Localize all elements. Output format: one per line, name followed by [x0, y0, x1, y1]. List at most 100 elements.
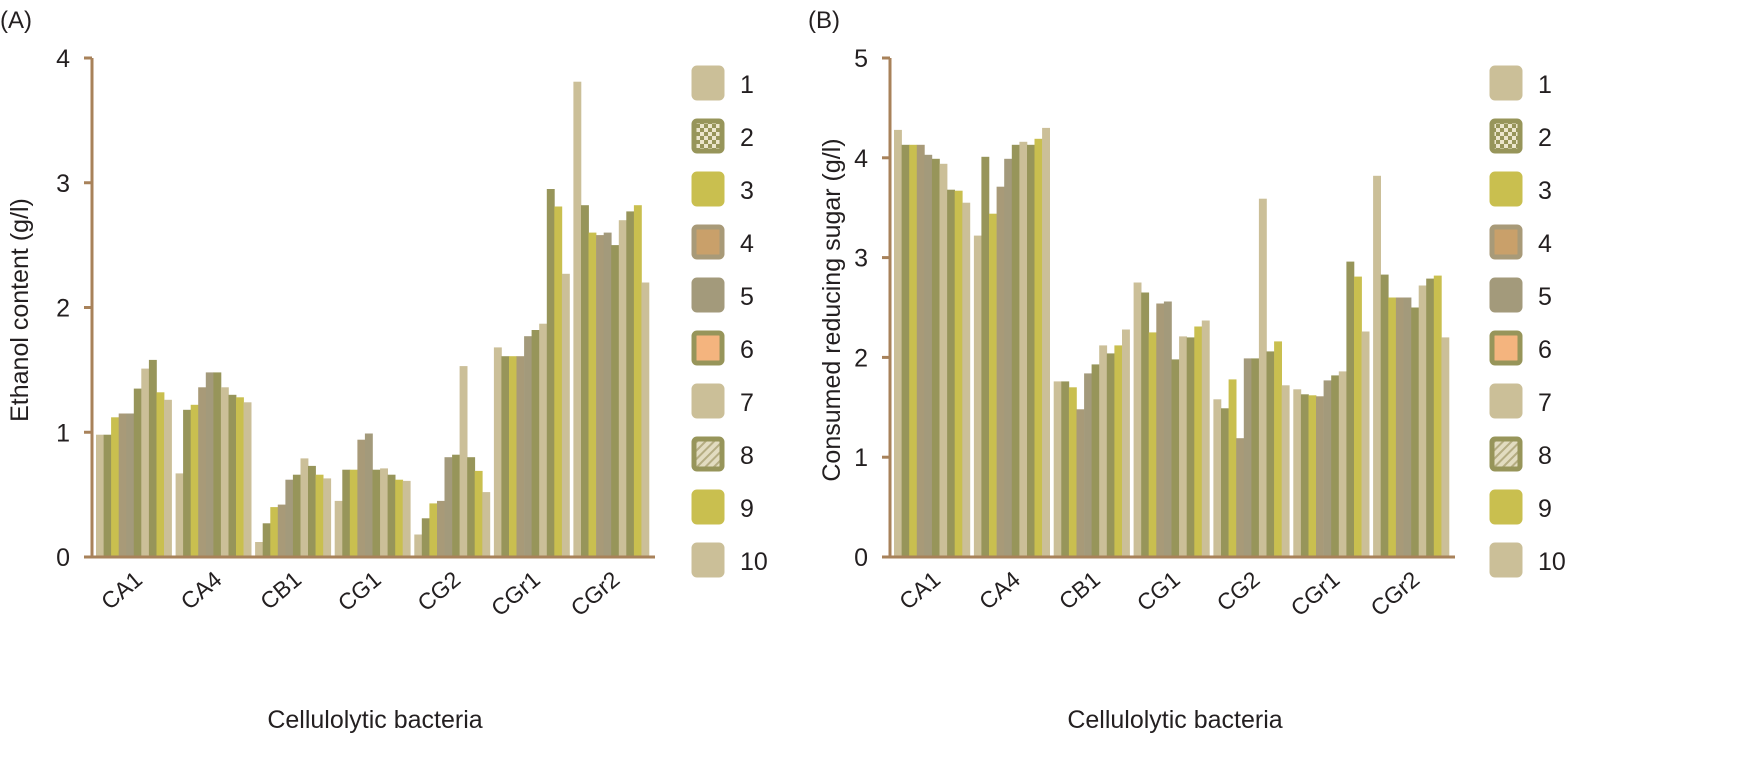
bar-series-8-CG1: [1186, 337, 1195, 557]
bar-series-8-CB1: [1106, 353, 1115, 557]
legend-swatch-3: [1489, 171, 1523, 207]
legend-label: 10: [1538, 548, 1566, 576]
bar-series-2-CA4: [183, 409, 191, 557]
bar-series-4-CGr1: [516, 356, 525, 557]
bar-series-1-CG2: [1213, 399, 1222, 557]
bar-series-4-CA1: [118, 413, 127, 557]
bar-series-1-CB1: [255, 542, 263, 557]
x-tick-label: CGr1: [1286, 566, 1345, 621]
bar-series-5-CGr2: [603, 232, 612, 557]
legend-label: 7: [1538, 389, 1552, 417]
bar-series-9-CA4: [236, 397, 244, 557]
y-tick-label: 4: [854, 145, 868, 173]
legend-label: 1: [740, 71, 754, 99]
legend-swatch-5: [691, 277, 725, 313]
bar-series-4-CA4: [198, 387, 207, 557]
x-axis-title: Cellulolytic bacteria: [1067, 706, 1282, 734]
bar-series-10-CA4: [1042, 127, 1050, 558]
bar-series-3-CA1: [909, 144, 918, 558]
bar-series-7-CG2: [459, 366, 468, 557]
legend-swatch-3: [691, 171, 725, 207]
y-tick-label: 0: [56, 544, 70, 572]
legend-label: 6: [1538, 336, 1552, 364]
y-tick-label: 3: [854, 245, 868, 273]
bar-series-1-CB1: [1053, 381, 1062, 557]
legend-swatch-6: [691, 330, 725, 366]
bar-series-2-CG2: [1221, 408, 1229, 557]
bar-series-6-CGr2: [611, 245, 620, 557]
bar-series-5-CG2: [1243, 358, 1252, 557]
legend-label: 8: [740, 442, 754, 470]
x-tick-label: CA4: [176, 566, 227, 615]
y-tick-label: 1: [854, 444, 868, 472]
bar-series-7-CG1: [380, 468, 388, 557]
bar-series-4-CG2: [1236, 438, 1245, 557]
bar-series-9-CB1: [315, 474, 324, 557]
bar-series-3-CA4: [989, 213, 997, 557]
x-tick-label: CGr2: [1365, 566, 1424, 621]
y-tick-label: 2: [56, 295, 70, 323]
bar-series-1-CGr2: [573, 81, 582, 557]
bar-series-1-CA1: [894, 129, 902, 557]
bar-series-8-CGr1: [1346, 261, 1355, 557]
y-tick-label: 3: [56, 170, 70, 198]
legend-label: 9: [740, 495, 754, 523]
legend-swatch-5: [1489, 277, 1523, 313]
bar-series-2-CGr2: [1380, 274, 1389, 557]
legend-swatch-4: [691, 224, 725, 260]
bar-series-4-CGr2: [1395, 297, 1404, 557]
bar-series-2-CGr1: [1300, 394, 1309, 557]
bar-series-10-CB1: [323, 478, 332, 557]
x-tick-label: CGr1: [486, 566, 545, 621]
legend-label: 4: [1538, 230, 1552, 258]
bar-series-10-CG2: [482, 492, 491, 557]
bar-series-10-CA1: [962, 202, 971, 557]
bar-series-10-CG1: [402, 480, 411, 557]
bar-series-2-CB1: [1061, 381, 1070, 557]
panel-label: (A): [0, 7, 32, 34]
bar-series-5-CB1: [285, 479, 294, 557]
bar-series-9-CG2: [474, 470, 483, 557]
bar-series-9-CG1: [1194, 326, 1203, 557]
bar-series-4-CG2: [437, 500, 445, 557]
bar-series-10-CGr1: [1361, 331, 1370, 557]
bar-series-2-CG2: [421, 518, 430, 557]
bar-series-3-CB1: [270, 507, 279, 557]
legend-swatch-8: [1489, 436, 1523, 472]
legend-label: 3: [1538, 177, 1552, 205]
bar-series-4-CA4: [996, 186, 1005, 557]
legend-label: 4: [740, 230, 754, 258]
bar-series-6-CG1: [372, 469, 381, 557]
panel-label: (B): [808, 7, 840, 34]
legend-swatch-6: [1489, 330, 1523, 366]
bar-series-6-CA1: [931, 158, 940, 558]
bar-series-4-CA1: [916, 144, 925, 558]
bar-series-5-CG1: [364, 433, 373, 557]
bar-series-5-CGr1: [524, 336, 532, 557]
bar-series-4-CB1: [1076, 409, 1085, 557]
legend-label: 6: [740, 336, 754, 364]
bar-series-8-CGr1: [546, 189, 555, 557]
legend-swatch-1: [1489, 65, 1523, 101]
bar-series-2-CA4: [981, 156, 990, 558]
bar-series-9-CB1: [1114, 345, 1123, 557]
bar-series-9-CG1: [395, 479, 404, 557]
bar-series-8-CG2: [1266, 351, 1275, 557]
y-tick-label: 5: [854, 45, 868, 73]
bar-series-10-CB1: [1122, 329, 1130, 557]
bar-series-3-CG1: [349, 469, 358, 557]
bar-series-7-CGr1: [1338, 371, 1347, 557]
legend-label: 9: [1538, 495, 1552, 523]
x-tick-label: CA1: [96, 566, 147, 615]
x-axis-title: Cellulolytic bacteria: [267, 706, 482, 734]
bar-series-5-CG1: [1163, 301, 1172, 557]
y-axis-title: Consumed reducing sugar (g/l): [818, 138, 846, 481]
x-tick-label: CGr2: [566, 566, 625, 621]
bar-series-10-CGr1: [561, 273, 570, 557]
bar-series-9-CGr1: [1354, 276, 1362, 557]
bar-series-10-CA4: [243, 402, 252, 557]
bar-series-5-CGr2: [1403, 297, 1412, 557]
x-tick-label: CG1: [333, 566, 386, 616]
bar-series-8-CA1: [148, 359, 157, 557]
bar-series-8-CA4: [228, 394, 237, 557]
